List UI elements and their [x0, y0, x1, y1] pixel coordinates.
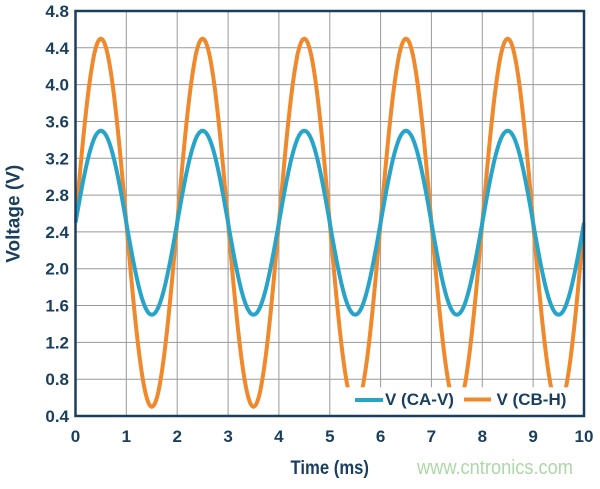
- svg-text:Time (ms): Time (ms): [291, 458, 370, 479]
- svg-text:2.0: 2.0: [45, 260, 69, 279]
- svg-text:www.cntronics.com: www.cntronics.com: [416, 457, 573, 479]
- svg-text:1: 1: [122, 427, 131, 446]
- svg-text:4.8: 4.8: [45, 2, 69, 21]
- svg-text:1.2: 1.2: [45, 333, 69, 352]
- svg-text:Voltage (V): Voltage (V): [4, 165, 25, 263]
- svg-text:3.2: 3.2: [45, 149, 69, 168]
- svg-text:8: 8: [478, 427, 487, 446]
- svg-text:6: 6: [376, 427, 385, 446]
- svg-text:2: 2: [172, 427, 181, 446]
- svg-text:4.0: 4.0: [45, 76, 69, 95]
- svg-text:2.8: 2.8: [45, 186, 69, 205]
- svg-text:9: 9: [528, 427, 537, 446]
- svg-text:4: 4: [274, 427, 284, 446]
- svg-text:2.4: 2.4: [45, 223, 69, 242]
- svg-text:V (CB-H): V (CB-H): [497, 390, 567, 409]
- svg-text:3: 3: [223, 427, 232, 446]
- svg-text:0.8: 0.8: [45, 370, 69, 389]
- svg-text:V (CA-V): V (CA-V): [385, 390, 454, 409]
- svg-text:4.4: 4.4: [45, 39, 69, 58]
- svg-text:10: 10: [575, 427, 594, 446]
- svg-text:3.6: 3.6: [45, 113, 69, 132]
- svg-text:5: 5: [325, 427, 334, 446]
- svg-text:7: 7: [427, 427, 436, 446]
- svg-text:1.6: 1.6: [45, 297, 69, 316]
- svg-text:0.4: 0.4: [45, 407, 69, 426]
- svg-text:0: 0: [71, 427, 80, 446]
